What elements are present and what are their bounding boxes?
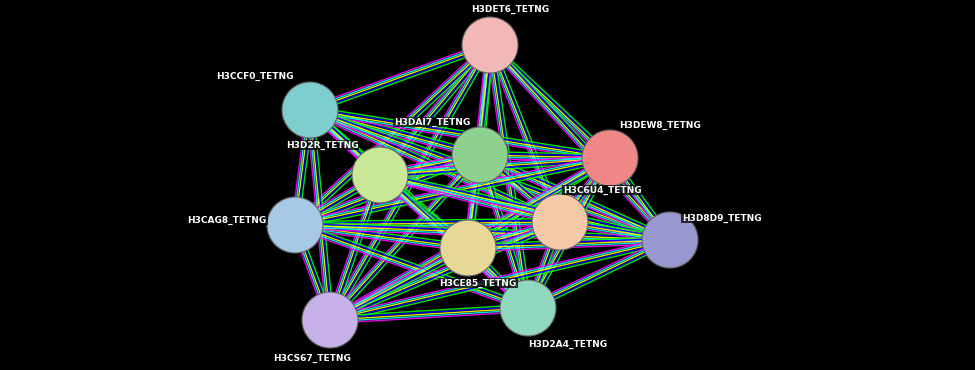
Circle shape: [582, 130, 638, 186]
Text: H3CAG8_TETNG: H3CAG8_TETNG: [187, 215, 266, 225]
Circle shape: [452, 127, 508, 183]
Circle shape: [352, 147, 408, 203]
Text: H3D2R_TETNG: H3D2R_TETNG: [286, 141, 359, 149]
Text: H3CE85_TETNG: H3CE85_TETNG: [440, 279, 517, 287]
Circle shape: [500, 280, 556, 336]
Text: H3DEW8_TETNG: H3DEW8_TETNG: [619, 120, 701, 130]
Circle shape: [267, 197, 323, 253]
Text: H3C6U4_TETNG: H3C6U4_TETNG: [563, 185, 642, 195]
Text: H3D8D9_TETNG: H3D8D9_TETNG: [682, 213, 761, 223]
Circle shape: [440, 220, 496, 276]
Circle shape: [532, 194, 588, 250]
Text: H3CCF0_TETNG: H3CCF0_TETNG: [216, 71, 293, 81]
Text: H3CS67_TETNG: H3CS67_TETNG: [273, 353, 351, 363]
Circle shape: [642, 212, 698, 268]
Circle shape: [302, 292, 358, 348]
Circle shape: [282, 82, 338, 138]
Text: H3D2A4_TETNG: H3D2A4_TETNG: [528, 339, 607, 349]
Text: H3DAI7_TETNG: H3DAI7_TETNG: [394, 117, 470, 127]
Text: H3DET6_TETNG: H3DET6_TETNG: [471, 4, 549, 14]
Circle shape: [462, 17, 518, 73]
